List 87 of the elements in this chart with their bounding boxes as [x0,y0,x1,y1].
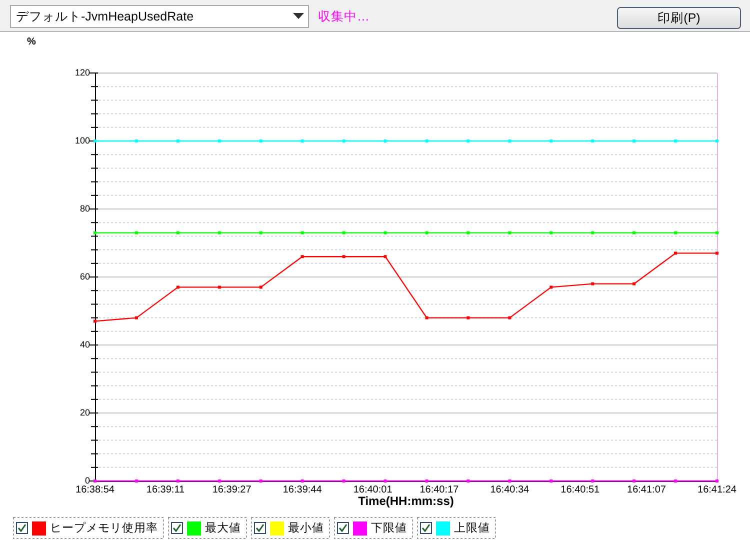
point [384,231,387,234]
x-tick-label: 16:40:51 [560,484,600,496]
point [134,231,138,234]
point [591,140,594,142]
x-tick-label: 16:39:44 [282,484,322,496]
point [176,140,180,142]
point [300,140,304,142]
legend-label: 上限値 [454,522,490,535]
point [218,286,221,289]
x-tick-label: 16:41:24 [698,484,737,496]
point [218,231,221,234]
point [300,480,304,482]
legend-label: ヒープメモリ使用率 [50,520,158,535]
point [632,140,636,142]
point [384,480,387,482]
y-tick-label: 100 [74,135,90,146]
x-tick-label: 16:39:27 [212,484,252,496]
point [632,480,636,482]
point [425,316,428,320]
y-tick-label: 20 [80,407,90,418]
point [550,231,553,234]
point [176,231,180,234]
point [94,320,96,323]
point [134,480,138,482]
point [674,231,678,234]
point [508,316,512,320]
x-axis-title: Time(HH:mm:ss) [358,494,454,508]
y-axis-title: % [27,36,36,48]
point [342,255,346,258]
point [716,252,718,255]
text: 収集中… [318,9,370,24]
point [259,286,262,289]
point [300,231,304,234]
point [632,282,636,286]
point [591,480,594,482]
point [674,252,678,255]
x-tick-label: 16:41:07 [627,484,666,496]
point [674,140,678,142]
point [466,316,470,320]
point [176,286,180,289]
y-tick-label: 80 [80,203,90,214]
x-tick-label: 16:39:11 [146,484,186,496]
x-tick-label: 16:38:54 [76,484,115,496]
point [508,480,512,482]
point [550,480,553,482]
point [176,480,180,482]
point [425,231,428,234]
y-tick-label: 40 [80,339,90,350]
point [550,140,553,142]
point [259,480,262,482]
point [466,140,470,142]
point [134,140,138,142]
point [384,140,387,142]
point [466,231,470,234]
chart-title: デフォルト-JvmHeapUsedRate [16,9,194,24]
legend-label: 最小値 [288,522,324,535]
x-tick-label: 16:40:34 [490,484,530,496]
point [591,282,594,286]
point [591,231,594,234]
point [218,140,221,142]
point [508,231,512,234]
x-tick-label: 16:40:01 [353,484,393,496]
point [342,480,346,482]
point [508,140,512,142]
point [342,231,346,234]
y-tick-label: 60 [80,271,90,282]
legend-label: 最大値 [205,522,241,535]
line-series [94,252,718,323]
text: 印刷(P) [658,10,700,25]
point [218,480,221,482]
point [259,140,262,142]
point [550,286,553,289]
point [425,480,428,482]
y-tick-label: 120 [74,67,90,78]
point [425,140,428,142]
point [384,255,387,258]
point [466,480,470,482]
point [300,255,304,258]
point [94,231,96,234]
point [134,316,138,320]
legend-label: 下限値 [371,522,407,535]
point [632,231,636,234]
point [716,231,718,234]
point [674,480,678,482]
point [259,231,262,234]
x-tick-label: 16:40:17 [420,484,460,496]
point [342,140,346,142]
